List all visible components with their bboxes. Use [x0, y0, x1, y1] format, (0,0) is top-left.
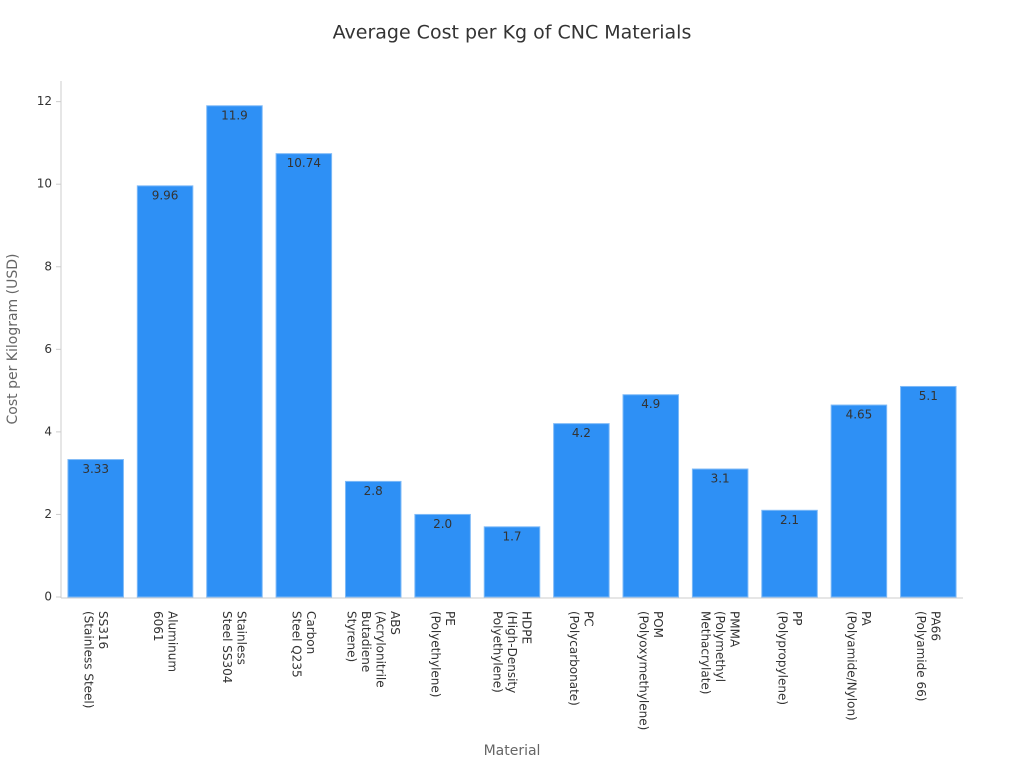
x-tick-label-line: (Polycarbonate)	[568, 611, 582, 706]
x-tick-label-line: (Polyamide/Nylon)	[845, 611, 859, 721]
chart-title: Average Cost per Kg of CNC Materials	[333, 22, 692, 44]
x-tick-label-line: Stainless	[235, 611, 249, 665]
x-tick-label-line: Carbon	[305, 611, 319, 654]
bar	[761, 509, 818, 598]
bar	[830, 404, 888, 598]
y-tick-label: 8	[44, 259, 52, 273]
y-tick-label: 12	[37, 94, 52, 108]
x-tick-label-line: POM	[652, 611, 666, 638]
y-tick-label: 10	[37, 177, 52, 191]
y-tick-label: 6	[44, 342, 52, 356]
x-tick-label-line: Steel SS304	[221, 611, 235, 683]
x-tick-label-line: Steel Q235	[290, 611, 304, 678]
value-label: 2.8	[364, 484, 383, 498]
bar	[275, 153, 333, 598]
x-tick-label: CarbonSteel Q235	[290, 611, 319, 678]
x-tick-label-line: PE	[443, 611, 457, 626]
value-label: 4.2	[572, 426, 591, 440]
x-tick-label-line: Aluminum	[166, 611, 180, 672]
x-tick-label: SS316(Stainless Steel)	[82, 611, 111, 708]
x-tick-label: PC(Polycarbonate)	[568, 611, 597, 706]
x-tick-label-line: (Polyethylene)	[429, 611, 443, 697]
x-tick-label-line: (Stainless Steel)	[82, 611, 96, 708]
x-tick-label-line: PA66	[929, 611, 943, 641]
y-axis-label: Cost per Kilogram (USD)	[5, 254, 21, 425]
bar	[414, 513, 471, 598]
x-tick-label: PP(Polypropylene)	[776, 611, 805, 705]
y-tick-label: 4	[44, 424, 52, 438]
x-tick-label-line: PMMA	[728, 611, 742, 648]
x-tick-label-line: Butadiene	[359, 611, 373, 672]
x-axis-label: Material	[484, 743, 541, 759]
x-tick-label-line: (Polypropylene)	[776, 611, 790, 705]
x-tick-label: PA(Polyamide/Nylon)	[845, 611, 874, 721]
value-label: 3.33	[82, 462, 109, 476]
bar	[67, 459, 124, 598]
y-tick-label: 0	[44, 590, 52, 604]
x-tick-label-line: (High-Density	[506, 611, 520, 693]
value-label: 10.74	[287, 156, 321, 170]
value-label: 4.65	[846, 408, 873, 422]
x-tick-label-line: Polyethylene)	[491, 611, 505, 693]
x-tick-label-line: Methacrylate)	[699, 611, 713, 695]
value-label: 1.7	[502, 529, 521, 543]
bar	[553, 423, 610, 598]
value-label: 11.9	[221, 108, 248, 122]
x-tick-label: POM(Polyoxymethylene)	[637, 611, 666, 730]
y-tick-label: 2	[44, 507, 52, 521]
bar	[344, 480, 402, 598]
bar	[622, 394, 680, 598]
x-tick-label-line: (Polymethyl	[714, 611, 728, 682]
x-tick-label-line: PP	[790, 611, 804, 625]
x-tick-label-line: HDPE	[520, 611, 534, 644]
x-tick-label: HDPE(High-DensityPolyethylene)	[491, 611, 534, 693]
value-label: 4.9	[641, 397, 660, 411]
bar	[206, 105, 263, 598]
x-tick-label-line: PC	[582, 611, 596, 627]
x-tick-label-line: PA	[860, 611, 874, 626]
x-tick-label: PMMA(PolymethylMethacrylate)	[699, 611, 742, 695]
x-tick-label-line: (Polyoxymethylene)	[637, 611, 651, 730]
x-tick-label-line: SS316	[96, 611, 110, 649]
bar	[900, 385, 957, 598]
x-tick-label-line: Styrene)	[345, 611, 359, 662]
x-tick-label-line: (Polyamide 66)	[915, 611, 929, 701]
x-tick-label-line: 6061	[151, 611, 165, 642]
value-label: 5.1	[919, 389, 938, 403]
value-label: 2.0	[433, 517, 452, 531]
value-label: 9.96	[152, 188, 179, 202]
x-tick-label-line: (Acrylonitrile	[374, 611, 388, 688]
x-tick-label-line: ABS	[388, 611, 402, 635]
value-label: 2.1	[780, 513, 799, 527]
x-tick-label: PA66(Polyamide 66)	[915, 611, 944, 701]
x-tick-label: ABS(AcrylonitrileButadieneStyrene)	[345, 611, 403, 688]
x-tick-label: StainlessSteel SS304	[221, 611, 250, 683]
bar	[691, 468, 749, 598]
x-tick-label: Aluminum6061	[151, 611, 180, 672]
bar	[136, 185, 194, 598]
x-tick-label: PE(Polyethylene)	[429, 611, 458, 697]
value-label: 3.1	[711, 472, 730, 486]
bar	[483, 526, 541, 598]
